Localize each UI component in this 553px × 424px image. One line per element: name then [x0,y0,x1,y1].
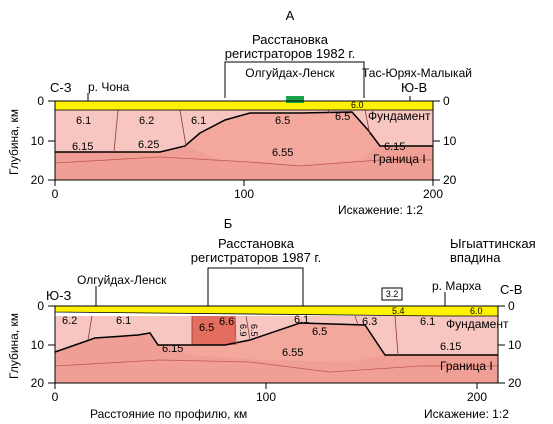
panel-b-box-value: 3.2 [386,289,399,299]
panel-a-xtick-label-0: 0 [52,187,59,201]
panel-a-dir-left: С-З [50,80,72,95]
panel-b-v62: 6.2 [62,315,77,327]
panel-a-ytick-label-20: 20 [31,173,45,187]
panel-a-array-marker [286,96,304,103]
panel-a-v655: 6.55 [272,147,293,159]
panel-b-xtick-label-200: 200 [467,390,487,404]
panel-a-y-axis-label: Глубина, км [7,109,21,175]
panel-a-station-left: Олгуйдах-Ленск [245,66,335,80]
panel-b-v61a: 6.1 [116,315,131,327]
panel-a-array-title-2: регистраторов 1982 г. [225,46,355,61]
panel-b-boundary: Граница I [440,359,493,373]
panel-a-v615: 6.15 [72,141,93,153]
panel-b-dir-right: С-В [500,282,522,297]
panel-b-river: р. Марха [432,279,482,293]
panel-b-station-left: Олгуйдах-Ленск [77,273,167,287]
panel-a-ytick-label-10: 10 [31,134,45,148]
panel-b-v63: 6.3 [362,316,377,328]
panel-a-fundament: Фундамент [368,109,431,123]
panel-a-v61b: 6.1 [191,115,206,127]
panel-b-basin-1: Ыгыаттинская [450,236,536,251]
panel-b-v61b: 6.1 [294,314,309,326]
panel-b-xtick-label-0: 0 [52,390,59,404]
panel-a-v62: 6.2 [139,115,154,127]
panel-b-array-title-2: регистраторов 1987 г. [191,250,321,265]
panel-b-x-axis-label: Расстояние по профилю, км [90,407,247,421]
panel-a-station-right: Тас-Юрях-Малыкай [362,66,472,80]
panel-b-v66: 6.6 [219,316,234,328]
panel-b-y-axis-label: Глубина, км [7,313,21,379]
panel-b-v61c: 6.1 [420,316,435,328]
panel-a-letter: А [286,8,295,23]
panel-a-river: р. Чона [88,80,130,94]
panel-b-xtick-label-100: 100 [256,390,276,404]
panel-a: А Расстановка регистраторов 1982 г. Олгу… [7,8,472,217]
panel-b-v655: 6.55 [282,347,303,359]
panel-a-rtick-label-0: 0 [443,94,450,108]
panel-b-v65c: 6.5 [312,326,327,338]
panel-b-letter: Б [224,216,233,231]
panel-a-distortion: Искажение: 1:2 [338,203,423,217]
panel-b-array-bracket [208,268,303,306]
panel-a-xtick-label-100: 100 [234,187,254,201]
panel-b-ytick-label-20: 20 [31,376,45,390]
panel-a-xtick-label-200: 200 [423,187,443,201]
panel-b-ytick-label-0: 0 [37,299,44,313]
panel-b-fundament: Фундамент [446,317,509,331]
panel-b-v615a: 6.15 [162,343,183,355]
panel-a-v65r: 6.5 [335,111,350,123]
panel-b-dir-left: Ю-З [46,288,71,303]
panel-a-v625: 6.25 [138,139,159,151]
panel-a-v61a: 6.1 [76,115,91,127]
panel-b-rtick-label-0: 0 [508,299,515,313]
panel-a-array-title-1: Расстановка [252,32,329,47]
panel-b-v60: 6.0 [470,306,483,316]
panel-b-v65a: 6.5 [199,322,214,334]
panel-b: Б Расстановка регистраторов 1987 г. Ыгыа… [7,216,536,421]
panel-a-v65: 6.5 [275,115,290,127]
panel-a-rtick-label-20: 20 [443,173,457,187]
panel-a-rtick-label-10: 10 [443,134,457,148]
panel-a-boundary: Граница I [373,152,426,166]
panel-b-ytick-label-10: 10 [31,338,45,352]
panel-b-v69: 6.9 [238,324,248,337]
panel-b-distortion: Искажение: 1:2 [424,407,509,421]
panel-b-basin-2: впадина [450,250,501,265]
panel-a-v60: 6.0 [351,100,364,110]
panel-b-v65b: 6.5 [249,324,259,337]
panel-b-rtick-label-10: 10 [508,338,522,352]
panel-b-v54: 5.4 [392,306,405,316]
panel-a-dir-right: Ю-В [401,80,427,95]
panel-a-ytick-label-0: 0 [37,94,44,108]
panel-b-rtick-label-20: 20 [508,376,522,390]
panel-b-v615b: 6.15 [440,341,461,353]
panel-b-array-title-1: Расстановка [218,236,295,251]
